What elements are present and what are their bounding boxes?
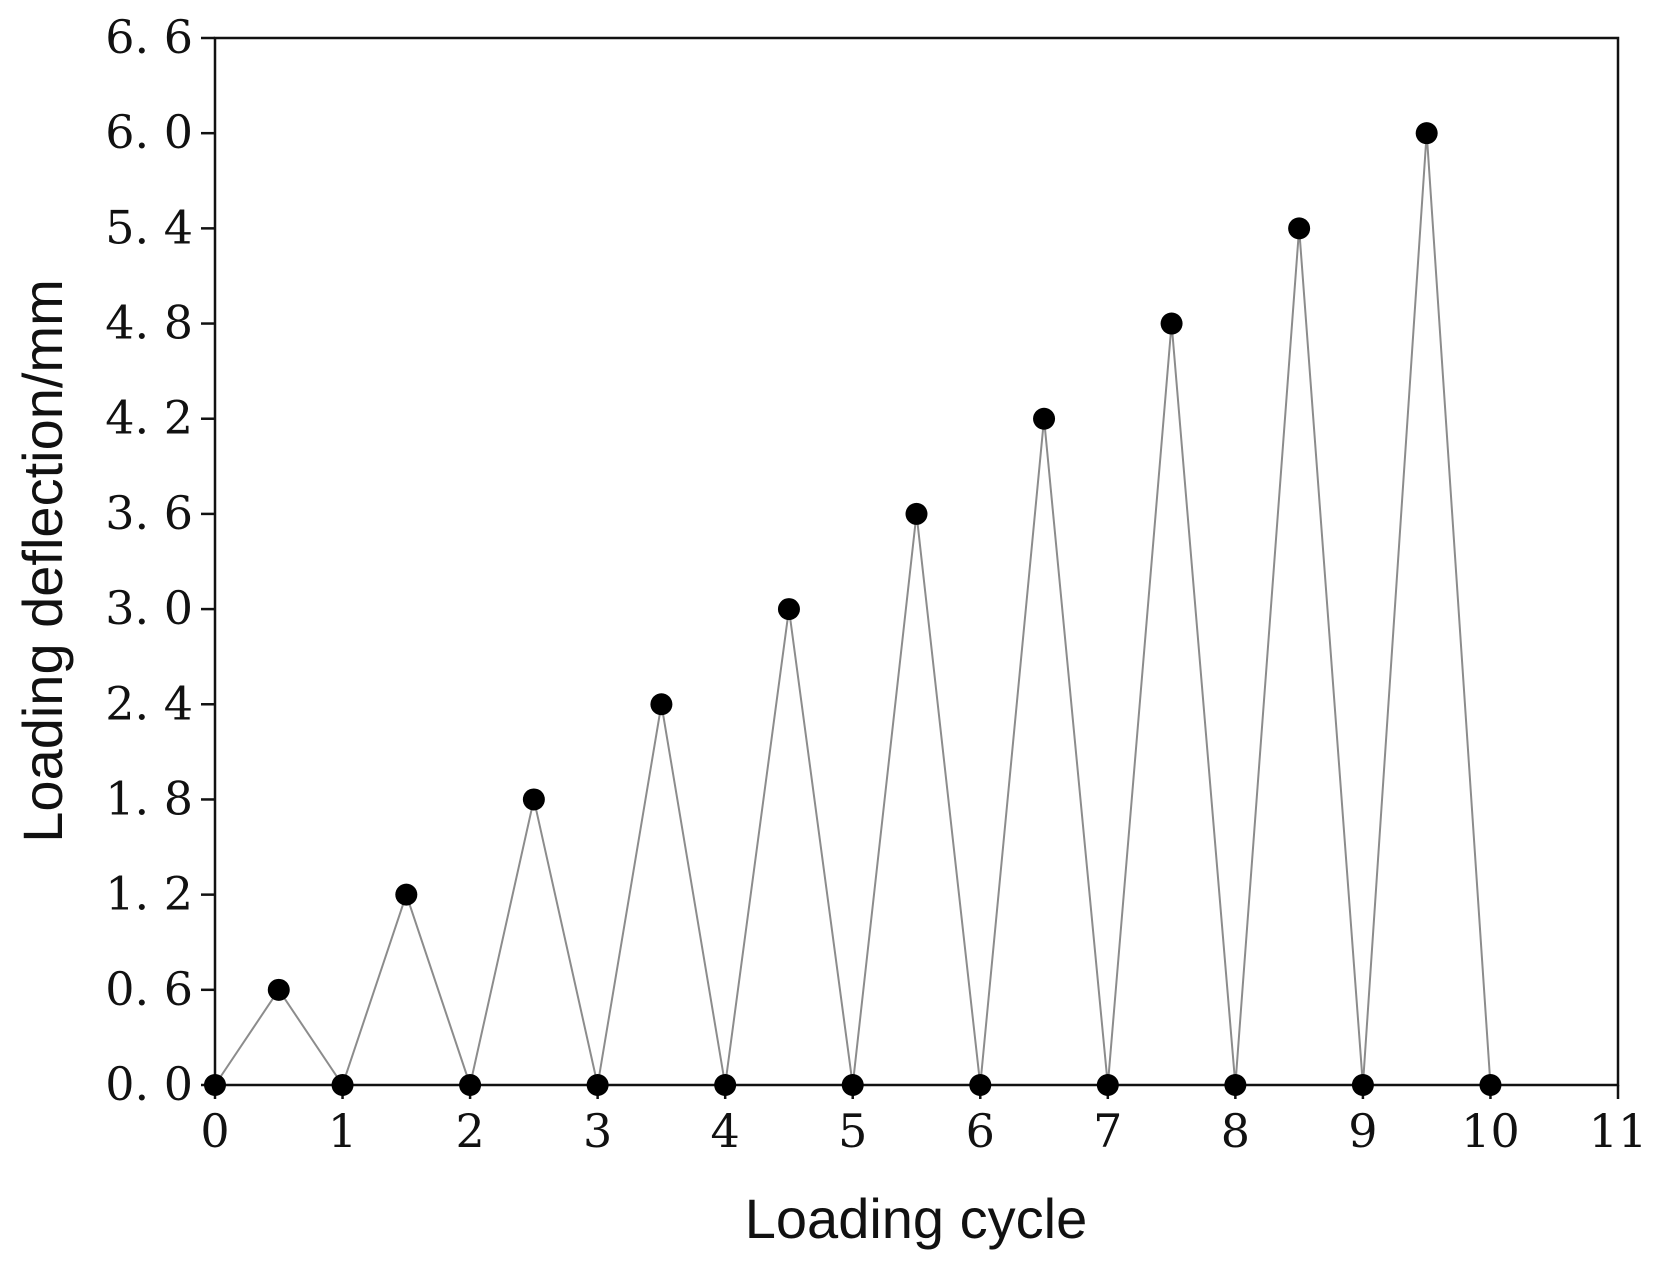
data-point <box>777 598 800 621</box>
x-tick-label: 1 <box>328 1104 357 1158</box>
series-points <box>204 122 1502 1096</box>
y-tick-label: 6. 6 <box>105 10 193 64</box>
data-point <box>969 1074 992 1096</box>
y-tick-label: 5. 4 <box>105 200 193 254</box>
data-point <box>331 1074 354 1096</box>
y-tick-label: 1. 8 <box>105 771 193 825</box>
data-point <box>650 693 673 716</box>
x-tick-label: 7 <box>1093 1104 1122 1158</box>
series-lines <box>214 133 1492 1089</box>
x-tick-label: 2 <box>455 1104 484 1158</box>
y-axis-title: Loading deflection/mm <box>11 279 74 842</box>
data-point <box>1096 1074 1119 1096</box>
y-tick-label: 6. 0 <box>105 105 193 159</box>
data-point <box>1288 217 1311 240</box>
x-tick-label: 11 <box>1589 1104 1648 1158</box>
series-line <box>214 133 1492 1089</box>
x-tick-label: 8 <box>1221 1104 1250 1158</box>
data-point <box>1351 1074 1374 1096</box>
y-axis-ticks: 0. 0 0. 6 1. 2 1. 8 2. 4 3. 0 3. 6 4. 2 4. 8 5. 4… <box>105 10 215 1111</box>
data-point <box>841 1074 864 1096</box>
x-tick-label: 0 <box>200 1104 229 1158</box>
data-point <box>714 1074 737 1096</box>
y-tick-label: 0. 6 <box>105 962 193 1016</box>
data-point <box>267 978 290 1001</box>
x-tick-label: 5 <box>838 1104 867 1158</box>
data-point <box>1224 1074 1247 1096</box>
data-point <box>1160 312 1183 335</box>
data-point <box>1415 122 1438 145</box>
data-point <box>905 502 928 525</box>
x-axis-ticks: 0 1 2 3 4 5 6 7 8 9 10 11 <box>200 1085 1647 1158</box>
data-point <box>459 1074 482 1096</box>
x-tick-label: 3 <box>583 1104 612 1158</box>
plot-frame <box>213 36 1620 1087</box>
data-point <box>522 788 545 811</box>
data-point <box>395 883 418 906</box>
y-tick-label: 3. 6 <box>105 486 193 540</box>
x-tick-label: 9 <box>1348 1104 1377 1158</box>
x-tick-label: 4 <box>711 1104 740 1158</box>
y-tick-label: 0. 0 <box>105 1057 193 1111</box>
x-tick-label: 6 <box>966 1104 995 1158</box>
x-axis-title: Loading cycle <box>745 1187 1087 1250</box>
y-tick-label: 2. 4 <box>105 676 193 730</box>
y-tick-label: 4. 2 <box>105 391 193 445</box>
data-point <box>1033 407 1056 430</box>
data-point <box>1479 1074 1502 1096</box>
data-point <box>586 1074 609 1096</box>
data-point <box>204 1074 226 1096</box>
y-tick-label: 1. 2 <box>105 867 193 921</box>
x-tick-label: 10 <box>1461 1104 1520 1158</box>
y-tick-label: 3. 0 <box>105 581 193 635</box>
y-tick-label: 4. 8 <box>105 296 193 350</box>
